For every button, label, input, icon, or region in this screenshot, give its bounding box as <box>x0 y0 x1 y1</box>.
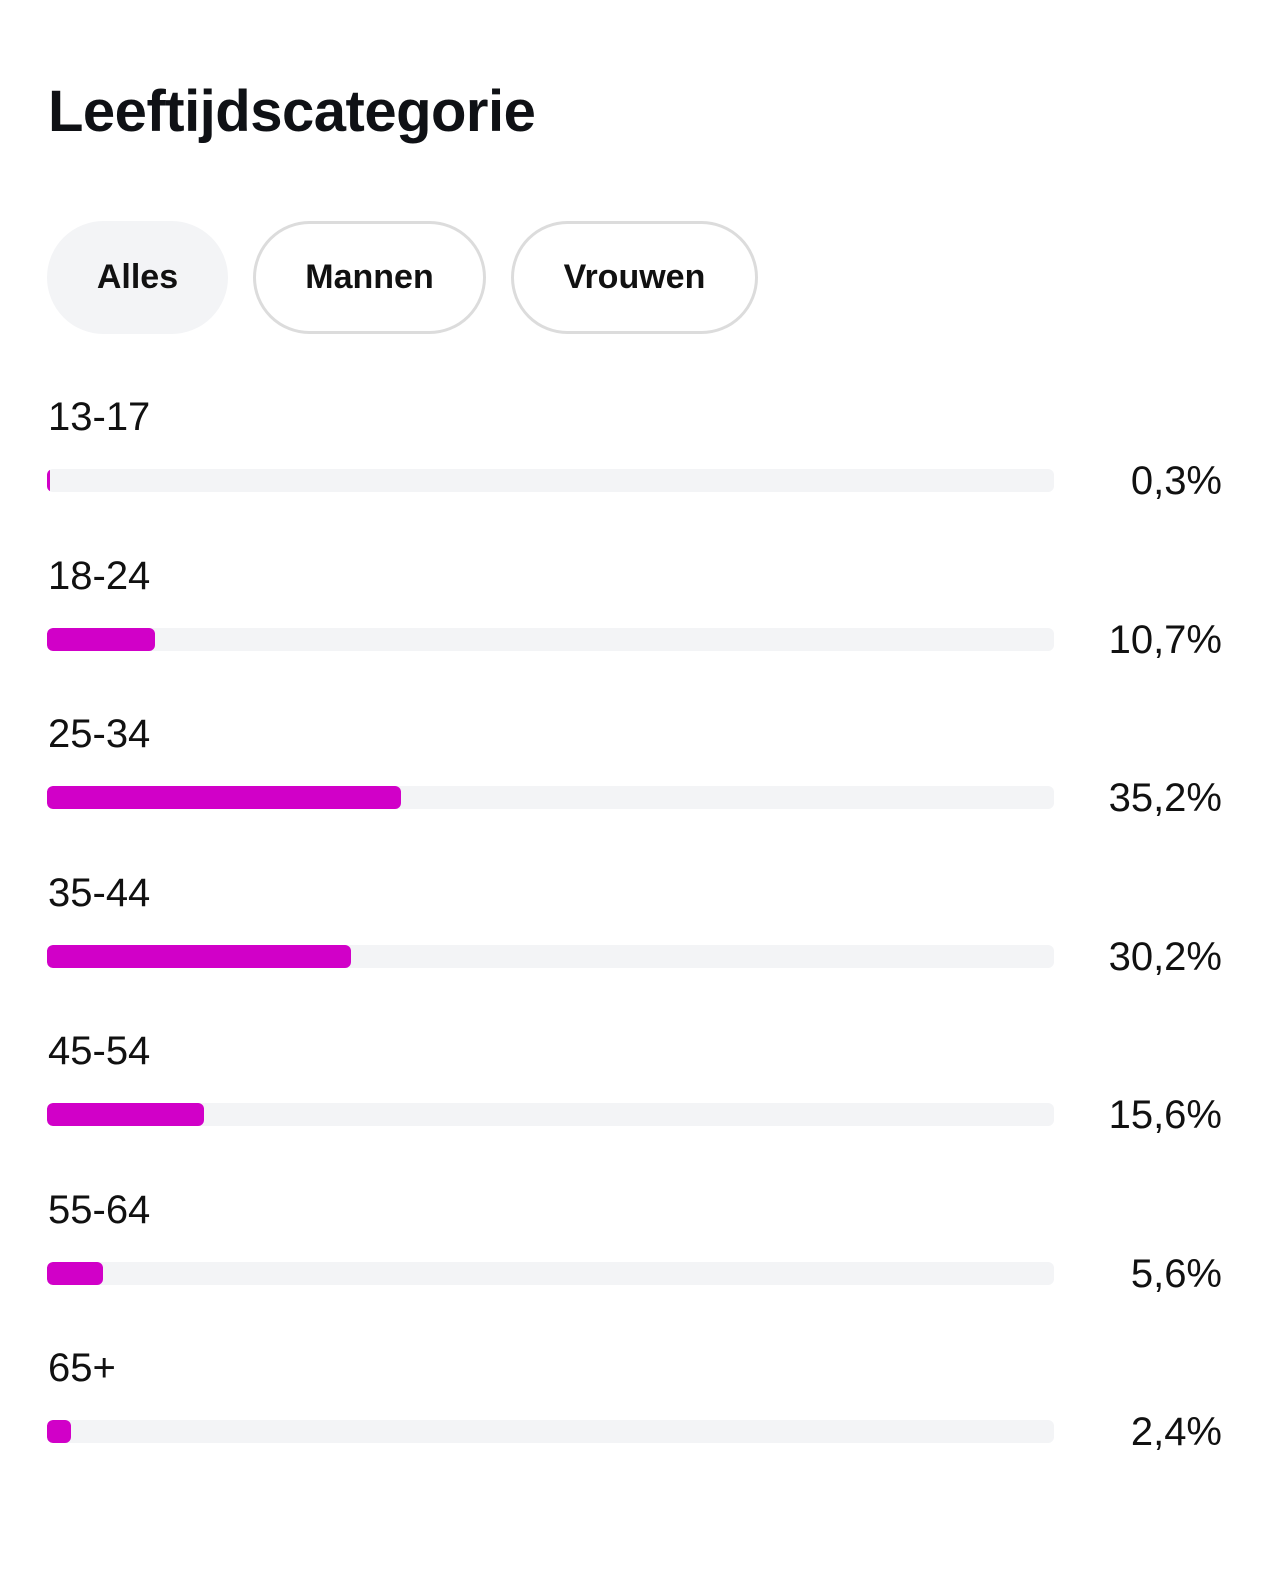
bar-fill <box>47 1103 205 1126</box>
bar-fill <box>47 944 352 968</box>
bar-fill <box>47 627 155 651</box>
bar-track <box>47 786 1054 809</box>
gender-filter: Alles Mannen Vrouwen <box>47 221 758 334</box>
age-label: 65+ <box>48 1346 116 1390</box>
age-row-18-24: 18-24 10,7% <box>47 553 1222 674</box>
filter-men-button[interactable]: Mannen <box>253 221 486 334</box>
age-row-35-44: 35-44 30,2% <box>47 870 1222 991</box>
percent-label: 2,4% <box>1130 1410 1222 1454</box>
bar-fill <box>47 1261 104 1285</box>
age-label: 35-44 <box>48 870 151 915</box>
age-label: 13-17 <box>48 395 151 439</box>
percent-label: 5,6% <box>1130 1251 1222 1296</box>
bar-track <box>47 1420 1054 1443</box>
bar-fill <box>47 786 402 809</box>
page-title: Leeftijdscategorie <box>48 79 536 144</box>
percent-label: 30,2% <box>1108 934 1222 979</box>
percent-label: 35,2% <box>1108 776 1222 820</box>
age-row-65-plus: 65+ 2,4% <box>47 1346 1222 1466</box>
age-label: 25-34 <box>48 712 151 756</box>
percent-label: 0,3% <box>1130 459 1222 503</box>
age-label: 18-24 <box>48 553 151 598</box>
bar-track <box>47 1103 1054 1126</box>
bar-track <box>47 1261 1054 1285</box>
percent-label: 15,6% <box>1108 1093 1222 1137</box>
bar-fill <box>47 469 51 492</box>
bar-track <box>47 944 1054 968</box>
filter-all-button[interactable]: Alles <box>47 221 228 334</box>
age-row-13-17: 13-17 0,3% <box>47 395 1222 515</box>
bar-track <box>47 627 1054 651</box>
percent-label: 10,7% <box>1108 617 1222 662</box>
age-label: 55-64 <box>48 1187 151 1232</box>
bar-track <box>47 469 1054 492</box>
age-row-25-34: 25-34 35,2% <box>47 712 1222 832</box>
age-label: 45-54 <box>48 1029 151 1073</box>
bar-fill <box>47 1420 72 1443</box>
age-row-55-64: 55-64 5,6% <box>47 1187 1222 1308</box>
age-row-45-54: 45-54 15,6% <box>47 1029 1222 1149</box>
filter-women-button[interactable]: Vrouwen <box>511 221 758 334</box>
